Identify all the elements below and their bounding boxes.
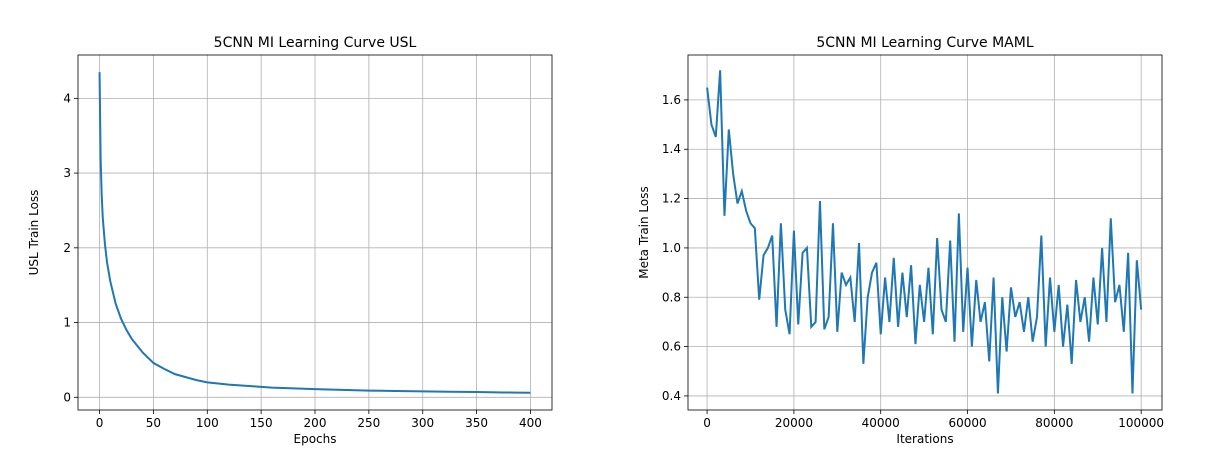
- x-tick-label: 80000: [1035, 416, 1073, 430]
- axes-frame: [77, 54, 553, 411]
- y-tick-label: 0: [63, 390, 71, 404]
- x-tick-label: 40000: [862, 416, 900, 430]
- y-tick-label: 1.2: [662, 192, 681, 206]
- x-tick-label: 200: [304, 416, 327, 430]
- y-tick-label: 4: [63, 91, 71, 105]
- y-tick-label: 1.6: [662, 93, 681, 107]
- x-tick-label: 0: [96, 416, 104, 430]
- x-tick-label: 250: [357, 416, 380, 430]
- x-tick-label: 400: [519, 416, 542, 430]
- y-tick-label: 0.6: [662, 340, 681, 354]
- y-tick-label: 3: [63, 166, 71, 180]
- x-tick-label: 50: [146, 416, 161, 430]
- x-tick-label: 100000: [1118, 416, 1164, 430]
- x-tick-label: 20000: [775, 416, 813, 430]
- y-tick-label: 0.8: [662, 290, 681, 304]
- x-tick-label: 100: [196, 416, 219, 430]
- y-tick-label: 2: [63, 241, 71, 255]
- chart-title: 5CNN MI Learning Curve USL: [214, 35, 417, 51]
- x-tick-label: 150: [250, 416, 273, 430]
- line-series: [706, 70, 1143, 394]
- x-tick-label: 350: [465, 416, 488, 430]
- y-axis-label: USL Train Loss: [27, 190, 41, 276]
- line-series: [98, 72, 531, 394]
- x-axis-label: Epochs: [294, 432, 337, 446]
- chart-title: 5CNN MI Learning Curve MAML: [816, 35, 1033, 51]
- x-axis-label: Iterations: [896, 432, 953, 446]
- x-tick-label: 300: [411, 416, 434, 430]
- y-tick-label: 1.4: [662, 142, 681, 156]
- y-tick-label: 1.0: [662, 241, 681, 255]
- x-tick-label: 60000: [948, 416, 986, 430]
- x-tick-label: 0: [703, 416, 711, 430]
- axes-frame: [687, 54, 1163, 411]
- y-axis-label: Meta Train Loss: [637, 186, 651, 279]
- y-tick-label: 0.4: [662, 389, 681, 403]
- y-tick-label: 1: [63, 316, 71, 330]
